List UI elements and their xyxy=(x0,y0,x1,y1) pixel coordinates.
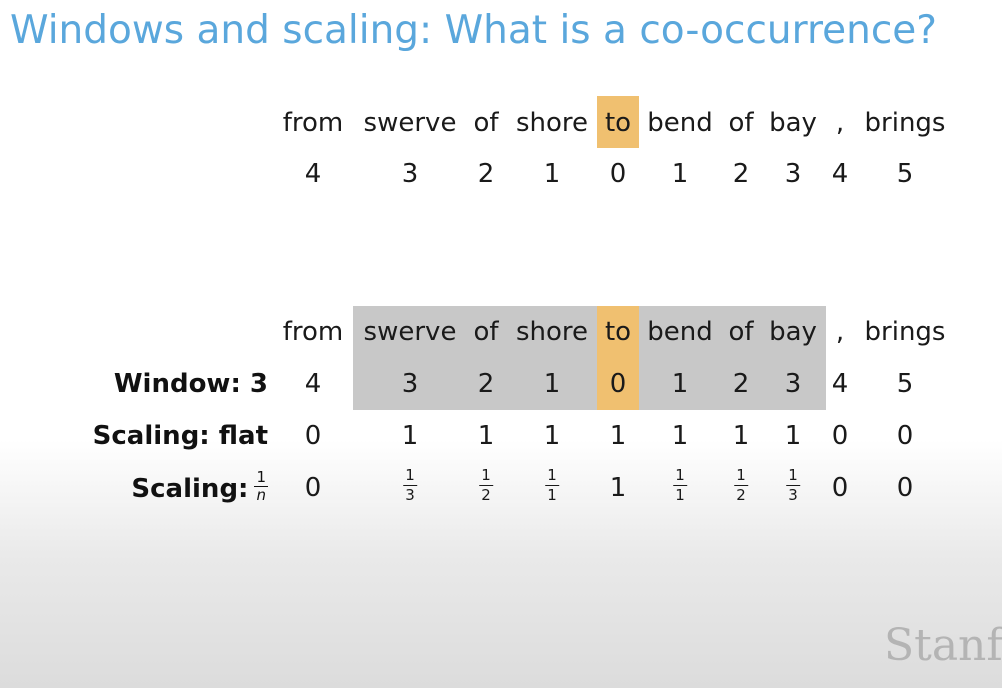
example1-token-9: brings xyxy=(864,108,946,138)
example1-token-7: bay xyxy=(769,108,817,138)
fraction-numerator: 1 xyxy=(479,466,493,486)
example2-token-4: to xyxy=(604,317,632,347)
example1-token-5: bend xyxy=(647,108,713,138)
flat-value-5: 1 xyxy=(671,421,689,451)
fraction-denominator: 2 xyxy=(481,486,491,504)
flat-value-3: 1 xyxy=(543,421,561,451)
fraction-numerator: 1 xyxy=(673,466,687,486)
flat-value-8: 0 xyxy=(831,421,849,451)
example1-distance-0: 4 xyxy=(304,159,322,189)
example1-distance-5: 1 xyxy=(671,159,689,189)
inverse-scaling-label: Scaling: 1 n xyxy=(131,470,268,506)
slide-title: Windows and scaling: What is a co-occurr… xyxy=(10,8,937,53)
example2-distance-3: 1 xyxy=(543,369,561,399)
example1-token-0: from xyxy=(282,108,344,138)
example2-token-2: of xyxy=(473,317,499,347)
fraction-numerator: 1 xyxy=(734,466,748,486)
flat-value-4: 1 xyxy=(609,421,627,451)
example2-token-3: shore xyxy=(515,317,589,347)
example2-distance-8: 4 xyxy=(831,369,849,399)
example2-token-9: brings xyxy=(864,317,946,347)
example1-distance-4: 0 xyxy=(609,159,627,189)
example1-distance-6: 2 xyxy=(732,159,750,189)
inverse-value-8: 0 xyxy=(831,473,849,503)
example1-distance-8: 4 xyxy=(831,159,849,189)
example2-distance-1: 3 xyxy=(401,369,419,399)
example2-distance-4: 0 xyxy=(609,369,627,399)
fraction-denominator: 1 xyxy=(547,486,557,504)
fraction-numerator: 1 xyxy=(403,466,417,486)
stanford-logo-text: Stanfo xyxy=(884,620,1002,671)
example2-distance-7: 3 xyxy=(784,369,802,399)
target-word-highlight-windowed xyxy=(597,306,639,410)
fraction-denominator: 2 xyxy=(736,486,746,504)
example2-token-8: , xyxy=(835,317,845,347)
flat-value-0: 0 xyxy=(304,421,322,451)
flat-value-2: 1 xyxy=(477,421,495,451)
example2-distance-9: 5 xyxy=(896,369,914,399)
example1-token-3: shore xyxy=(515,108,589,138)
example2-token-5: bend xyxy=(647,317,713,347)
example2-distance-5: 1 xyxy=(671,369,689,399)
inverse-value-4: 1 xyxy=(609,473,627,503)
fraction-denominator: 3 xyxy=(405,486,415,504)
flat-value-9: 0 xyxy=(896,421,914,451)
inverse-value-0: 0 xyxy=(304,473,322,503)
example2-token-7: bay xyxy=(769,317,817,347)
example2-distance-2: 2 xyxy=(477,369,495,399)
example1-distance-2: 2 xyxy=(477,159,495,189)
example1-token-6: of xyxy=(728,108,754,138)
target-word-highlight xyxy=(597,96,639,148)
example2-token-1: swerve xyxy=(363,317,457,347)
flat-value-1: 1 xyxy=(401,421,419,451)
fraction-numerator: 1 xyxy=(545,466,559,486)
flat-scaling-label: Scaling: flat xyxy=(92,421,268,451)
example2-distance-0: 4 xyxy=(304,369,322,399)
inverse-fraction-denominator: n xyxy=(256,486,266,504)
example1-distance-9: 5 xyxy=(896,159,914,189)
example1-token-1: swerve xyxy=(363,108,457,138)
fraction-numerator: 1 xyxy=(786,466,800,486)
example1-distance-1: 3 xyxy=(401,159,419,189)
flat-value-7: 1 xyxy=(784,421,802,451)
fraction-denominator: 3 xyxy=(788,486,798,504)
example1-token-8: , xyxy=(835,108,845,138)
example1-token-4: to xyxy=(604,108,632,138)
inverse-scaling-label-text: Scaling: xyxy=(131,474,249,504)
example1-distance-7: 3 xyxy=(784,159,802,189)
example2-token-6: of xyxy=(728,317,754,347)
inverse-fraction-numerator: 1 xyxy=(254,468,268,487)
window-label: Window: 3 xyxy=(113,369,268,399)
fraction-denominator: 1 xyxy=(675,486,685,504)
example2-distance-6: 2 xyxy=(732,369,750,399)
example2-token-0: from xyxy=(282,317,344,347)
flat-value-6: 1 xyxy=(732,421,750,451)
example1-distance-3: 1 xyxy=(543,159,561,189)
inverse-value-9: 0 xyxy=(896,473,914,503)
context-window-highlight xyxy=(353,306,826,410)
example1-token-2: of xyxy=(473,108,499,138)
